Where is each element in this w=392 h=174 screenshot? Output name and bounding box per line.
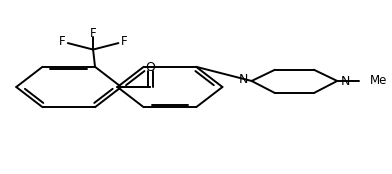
Text: O: O bbox=[145, 61, 155, 74]
Text: N: N bbox=[239, 73, 249, 86]
Text: N: N bbox=[340, 75, 350, 88]
Text: F: F bbox=[121, 35, 128, 48]
Text: Me: Me bbox=[370, 74, 387, 88]
Text: F: F bbox=[58, 35, 65, 48]
Text: F: F bbox=[90, 27, 96, 40]
